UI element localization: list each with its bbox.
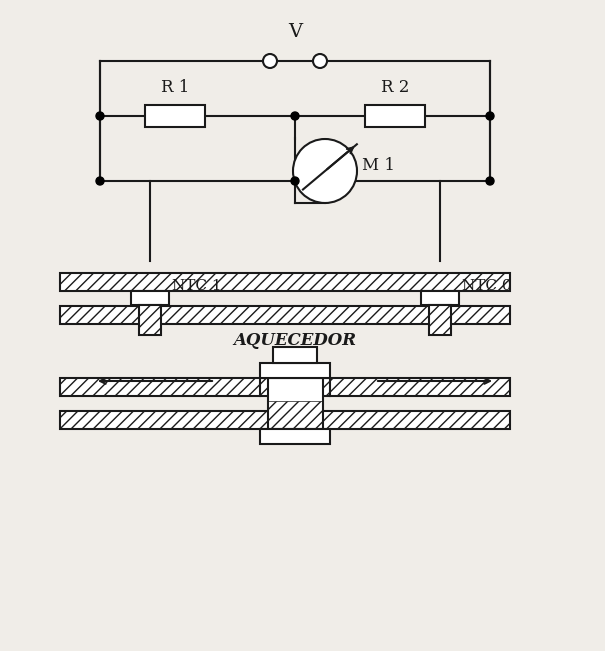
Bar (267, 401, 322, 429)
Bar (260, 363, 330, 378)
Bar (145, 105, 205, 127)
Bar (260, 429, 330, 444)
Text: V: V (288, 23, 302, 41)
Bar (267, 378, 322, 429)
Bar (60, 306, 510, 324)
Bar (365, 105, 425, 127)
Text: M 1: M 1 (362, 158, 395, 174)
Bar (139, 305, 161, 335)
Text: R 1: R 1 (161, 79, 189, 96)
Bar (60, 411, 510, 429)
Bar (60, 378, 510, 396)
Circle shape (291, 112, 299, 120)
Bar (60, 306, 510, 324)
Bar (421, 291, 459, 305)
Text: NTC 1: NTC 1 (172, 279, 221, 293)
Bar (60, 378, 510, 396)
Text: NTC 0: NTC 0 (462, 279, 512, 293)
Bar (429, 305, 451, 335)
Bar (273, 347, 317, 363)
Text: AQUECEDOR: AQUECEDOR (234, 332, 356, 349)
Circle shape (293, 139, 357, 203)
Circle shape (291, 177, 299, 185)
Circle shape (96, 177, 104, 185)
Bar (60, 411, 510, 429)
Bar (60, 273, 510, 291)
Bar (139, 305, 161, 335)
Text: R 2: R 2 (381, 79, 409, 96)
Bar (131, 291, 169, 305)
Circle shape (263, 54, 277, 68)
Circle shape (486, 177, 494, 185)
Circle shape (313, 54, 327, 68)
Bar (60, 273, 510, 291)
Bar (429, 305, 451, 335)
Circle shape (486, 112, 494, 120)
Circle shape (96, 112, 104, 120)
